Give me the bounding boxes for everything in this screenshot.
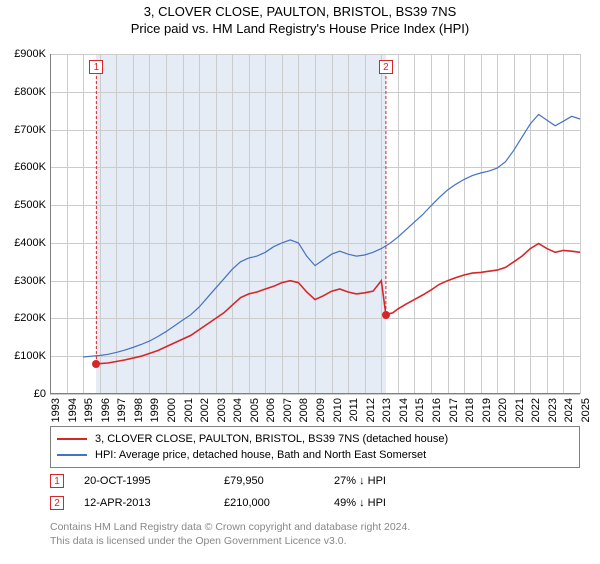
legend-row-property: 3, CLOVER CLOSE, PAULTON, BRISTOL, BS39 … <box>57 431 573 447</box>
transaction-date: 20-OCT-1995 <box>84 475 224 487</box>
legend-swatch-hpi <box>57 454 87 456</box>
transaction-marker-num: 1 <box>50 474 64 488</box>
y-tick-label: £0 <box>34 388 46 400</box>
transaction-price: £210,000 <box>224 497 334 509</box>
y-tick-label: £600K <box>14 161 46 173</box>
x-tick-label: 1996 <box>100 398 112 422</box>
x-tick-label: 2020 <box>497 398 509 422</box>
y-tick-label: £200K <box>14 312 46 324</box>
y-tick-label: £800K <box>14 86 46 98</box>
x-tick-label: 2019 <box>481 398 493 422</box>
transaction-dot <box>382 311 390 319</box>
transaction-row: 1 20-OCT-1995 £79,950 27% ↓ HPI <box>50 470 580 492</box>
x-tick-label: 2014 <box>398 398 410 422</box>
transaction-dot <box>92 360 100 368</box>
x-tick-label: 2004 <box>232 398 244 422</box>
x-tick-label: 1997 <box>116 398 128 422</box>
y-tick-label: £500K <box>14 199 46 211</box>
transaction-marker-num: 2 <box>50 496 64 510</box>
chart-title: 3, CLOVER CLOSE, PAULTON, BRISTOL, BS39 … <box>0 4 600 36</box>
transaction-row: 2 12-APR-2013 £210,000 49% ↓ HPI <box>50 492 580 514</box>
transaction-delta: 27% ↓ HPI <box>334 475 444 487</box>
legend-row-hpi: HPI: Average price, detached house, Bath… <box>57 447 573 463</box>
x-tick-label: 2000 <box>166 398 178 422</box>
x-tick-label: 1994 <box>67 398 79 422</box>
x-tick-label: 2003 <box>216 398 228 422</box>
x-tick-label: 2017 <box>448 398 460 422</box>
x-tick-label: 2002 <box>199 398 211 422</box>
x-tick-label: 2024 <box>563 398 575 422</box>
x-tick-label: 2015 <box>414 398 426 422</box>
transactions-table: 1 20-OCT-1995 £79,950 27% ↓ HPI 2 12-APR… <box>50 470 580 514</box>
transaction-date: 12-APR-2013 <box>84 497 224 509</box>
series-line-hpi <box>83 114 580 357</box>
footer-credits: Contains HM Land Registry data © Crown c… <box>50 520 580 548</box>
x-tick-label: 2016 <box>431 398 443 422</box>
x-tick-label: 1998 <box>133 398 145 422</box>
x-tick-label: 2018 <box>464 398 476 422</box>
y-tick-label: £900K <box>14 48 46 60</box>
x-tick-label: 2012 <box>365 398 377 422</box>
y-tick-label: £100K <box>14 350 46 362</box>
x-tick-label: 2009 <box>315 398 327 422</box>
x-tick-label: 2013 <box>381 398 393 422</box>
series-lines <box>50 54 580 394</box>
x-tick-label: 2022 <box>530 398 542 422</box>
legend-swatch-property <box>57 438 87 440</box>
x-tick-label: 2001 <box>183 398 195 422</box>
title-subtitle: Price paid vs. HM Land Registry's House … <box>0 21 600 36</box>
chart-plot-area: £0£100K£200K£300K£400K£500K£600K£700K£80… <box>50 54 580 394</box>
series-line-property <box>96 244 580 364</box>
x-tick-label: 1999 <box>149 398 161 422</box>
transaction-marker-box: 2 <box>379 60 393 74</box>
transaction-price: £79,950 <box>224 475 334 487</box>
x-tick-label: 2011 <box>348 398 360 422</box>
transaction-marker-box: 1 <box>89 60 103 74</box>
x-tick-label: 2025 <box>580 398 592 422</box>
x-tick-label: 2007 <box>282 398 294 422</box>
y-tick-label: £400K <box>14 237 46 249</box>
x-tick-label: 2008 <box>298 398 310 422</box>
x-tick-label: 1993 <box>50 398 62 422</box>
y-tick-label: £300K <box>14 275 46 287</box>
x-tick-label: 2021 <box>514 398 526 422</box>
legend-label-property: 3, CLOVER CLOSE, PAULTON, BRISTOL, BS39 … <box>95 433 448 445</box>
legend-label-hpi: HPI: Average price, detached house, Bath… <box>95 449 426 461</box>
legend: 3, CLOVER CLOSE, PAULTON, BRISTOL, BS39 … <box>50 426 580 468</box>
x-tick-label: 2023 <box>547 398 559 422</box>
x-tick-label: 2010 <box>332 398 344 422</box>
footer-line1: Contains HM Land Registry data © Crown c… <box>50 520 580 534</box>
x-tick-label: 1995 <box>83 398 95 422</box>
title-address: 3, CLOVER CLOSE, PAULTON, BRISTOL, BS39 … <box>0 4 600 19</box>
y-tick-label: £700K <box>14 124 46 136</box>
x-tick-label: 2005 <box>249 398 261 422</box>
footer-line2: This data is licensed under the Open Gov… <box>50 534 580 548</box>
x-tick-label: 2006 <box>265 398 277 422</box>
transaction-delta: 49% ↓ HPI <box>334 497 444 509</box>
